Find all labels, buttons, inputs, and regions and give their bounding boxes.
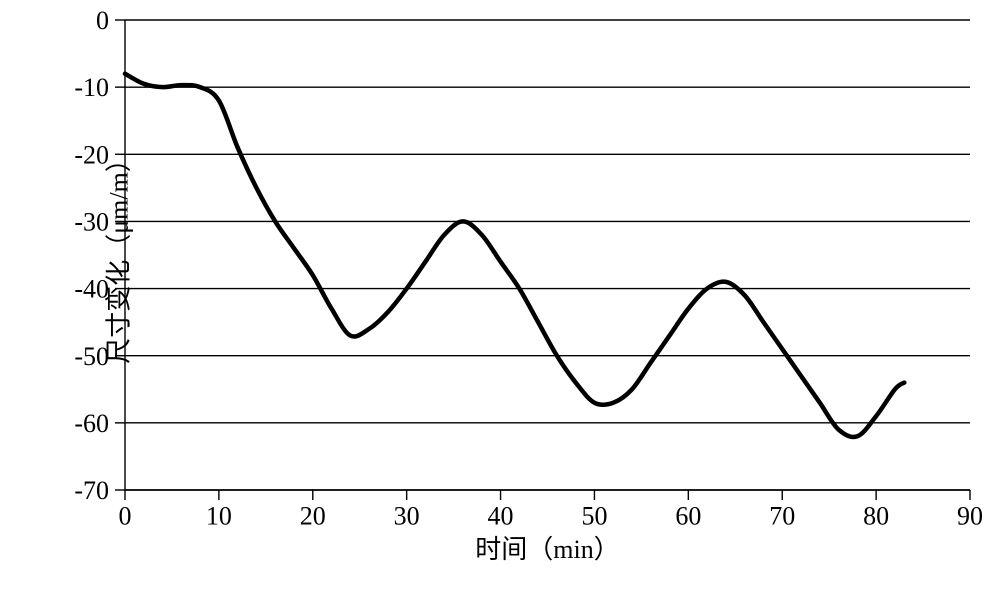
y-tick-label: -70 [74, 476, 109, 505]
x-tick-label: 60 [675, 502, 701, 531]
x-tick-label: 80 [863, 502, 889, 531]
y-axis-label: 尺寸变化（μm/m） [98, 146, 135, 364]
chart-container: 01020304050607080900-10-20-30-40-50-60-7… [0, 0, 1000, 591]
x-tick-label: 10 [206, 502, 232, 531]
y-tick-label: 0 [96, 6, 109, 35]
x-tick-label: 50 [581, 502, 607, 531]
y-tick-label: -60 [74, 409, 109, 438]
x-tick-label: 30 [394, 502, 420, 531]
line-chart: 01020304050607080900-10-20-30-40-50-60-7… [0, 0, 1000, 591]
x-axis-label: 时间（min） [475, 529, 619, 566]
y-tick-label: -10 [74, 73, 109, 102]
x-tick-label: 40 [488, 502, 514, 531]
x-tick-label: 90 [957, 502, 983, 531]
x-tick-label: 20 [300, 502, 326, 531]
x-tick-label: 0 [119, 502, 132, 531]
x-tick-label: 70 [769, 502, 795, 531]
